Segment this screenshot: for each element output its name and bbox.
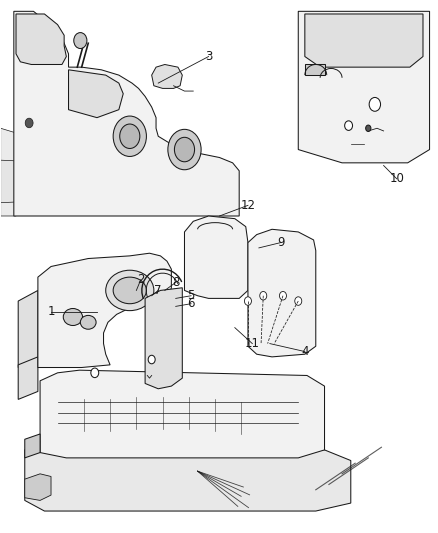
Polygon shape [38, 253, 171, 368]
Text: 1: 1 [47, 305, 55, 318]
Ellipse shape [113, 277, 146, 304]
Text: 3: 3 [205, 50, 212, 63]
Polygon shape [25, 434, 40, 458]
Circle shape [294, 297, 301, 305]
Text: 4: 4 [300, 345, 308, 358]
Polygon shape [1, 160, 75, 203]
Text: 11: 11 [244, 337, 259, 350]
Text: 7: 7 [154, 284, 162, 297]
Polygon shape [18, 357, 38, 399]
Polygon shape [18, 290, 38, 368]
Circle shape [279, 292, 286, 300]
Ellipse shape [63, 309, 82, 326]
Polygon shape [1, 128, 27, 216]
Polygon shape [297, 11, 428, 163]
Circle shape [74, 33, 87, 49]
Circle shape [259, 292, 266, 300]
Polygon shape [25, 442, 350, 511]
Circle shape [91, 368, 99, 377]
Polygon shape [151, 64, 182, 88]
Polygon shape [68, 70, 123, 118]
Circle shape [25, 118, 33, 128]
Text: 2: 2 [137, 273, 144, 286]
Ellipse shape [80, 316, 96, 329]
Text: 5: 5 [187, 289, 194, 302]
Circle shape [113, 116, 146, 157]
Polygon shape [184, 216, 247, 298]
Polygon shape [304, 64, 324, 75]
Ellipse shape [106, 270, 153, 311]
Circle shape [120, 124, 140, 149]
Circle shape [344, 121, 352, 131]
Polygon shape [247, 229, 315, 357]
Circle shape [167, 130, 201, 169]
Text: 10: 10 [389, 172, 403, 185]
Text: 8: 8 [172, 276, 179, 289]
Circle shape [365, 125, 370, 132]
Polygon shape [16, 14, 66, 64]
Text: 9: 9 [276, 236, 284, 249]
Polygon shape [145, 288, 182, 389]
Polygon shape [14, 11, 239, 216]
Circle shape [368, 98, 380, 111]
Polygon shape [25, 474, 51, 500]
Polygon shape [40, 370, 324, 458]
Text: 12: 12 [240, 199, 255, 212]
Circle shape [174, 138, 194, 162]
Circle shape [148, 356, 155, 364]
Text: 6: 6 [187, 297, 194, 310]
Polygon shape [304, 14, 422, 67]
Circle shape [244, 297, 251, 305]
